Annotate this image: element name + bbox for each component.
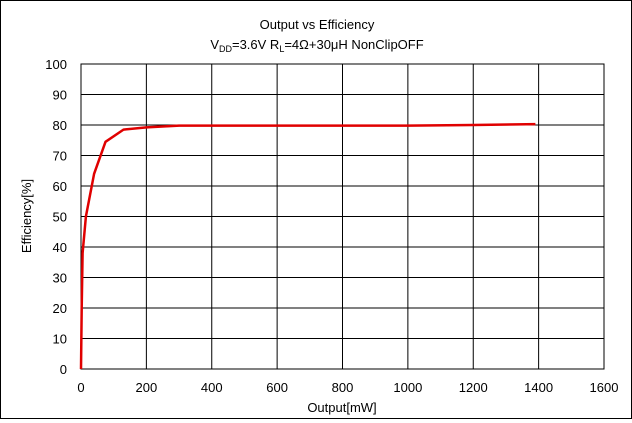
y-tick-label: 30 <box>53 271 67 286</box>
y-tick-label: 50 <box>53 210 67 225</box>
x-tick-label: 1200 <box>459 380 488 395</box>
y-tick-label: 70 <box>53 149 67 164</box>
y-tick-label: 0 <box>60 362 67 377</box>
x-tick-label: 800 <box>332 380 354 395</box>
x-tick-label: 1000 <box>393 380 422 395</box>
x-tick-label: 1600 <box>590 380 619 395</box>
series-group <box>79 122 536 370</box>
y-axis-ticks: 0 10 20 30 40 50 60 70 80 90 100 <box>45 57 67 377</box>
subtitle-part: V <box>210 37 219 52</box>
y-tick-label: 90 <box>53 88 67 103</box>
x-tick-label: 400 <box>201 380 223 395</box>
y-tick-label: 20 <box>53 301 67 316</box>
y-tick-label: 100 <box>45 57 67 72</box>
y-tick-label: 10 <box>53 332 67 347</box>
chart-title: Output vs Efficiency <box>260 17 375 32</box>
x-tick-label: 0 <box>77 380 84 395</box>
subtitle-part: L <box>279 44 284 54</box>
y-tick-label: 40 <box>53 240 67 255</box>
x-tick-label: 1400 <box>524 380 553 395</box>
y-tick-label: 60 <box>53 179 67 194</box>
subtitle-part: =3.6V R <box>232 37 279 52</box>
x-tick-label: 200 <box>136 380 158 395</box>
subtitle-part: =4Ω+30μH NonClipOFF <box>284 37 423 52</box>
subtitle-part: DD <box>219 44 232 54</box>
x-axis-label: Output[mW] <box>307 400 376 415</box>
efficiency-series-line <box>79 122 536 370</box>
chart-subtitle: VDD=3.6V RL=4Ω+30μH NonClipOFF <box>210 37 423 54</box>
x-axis-ticks: 0 200 400 600 800 1000 1200 1400 1600 <box>77 380 618 395</box>
y-axis-label: Efficiency[%] <box>19 179 34 253</box>
y-tick-label: 80 <box>53 118 67 133</box>
x-tick-label: 600 <box>266 380 288 395</box>
